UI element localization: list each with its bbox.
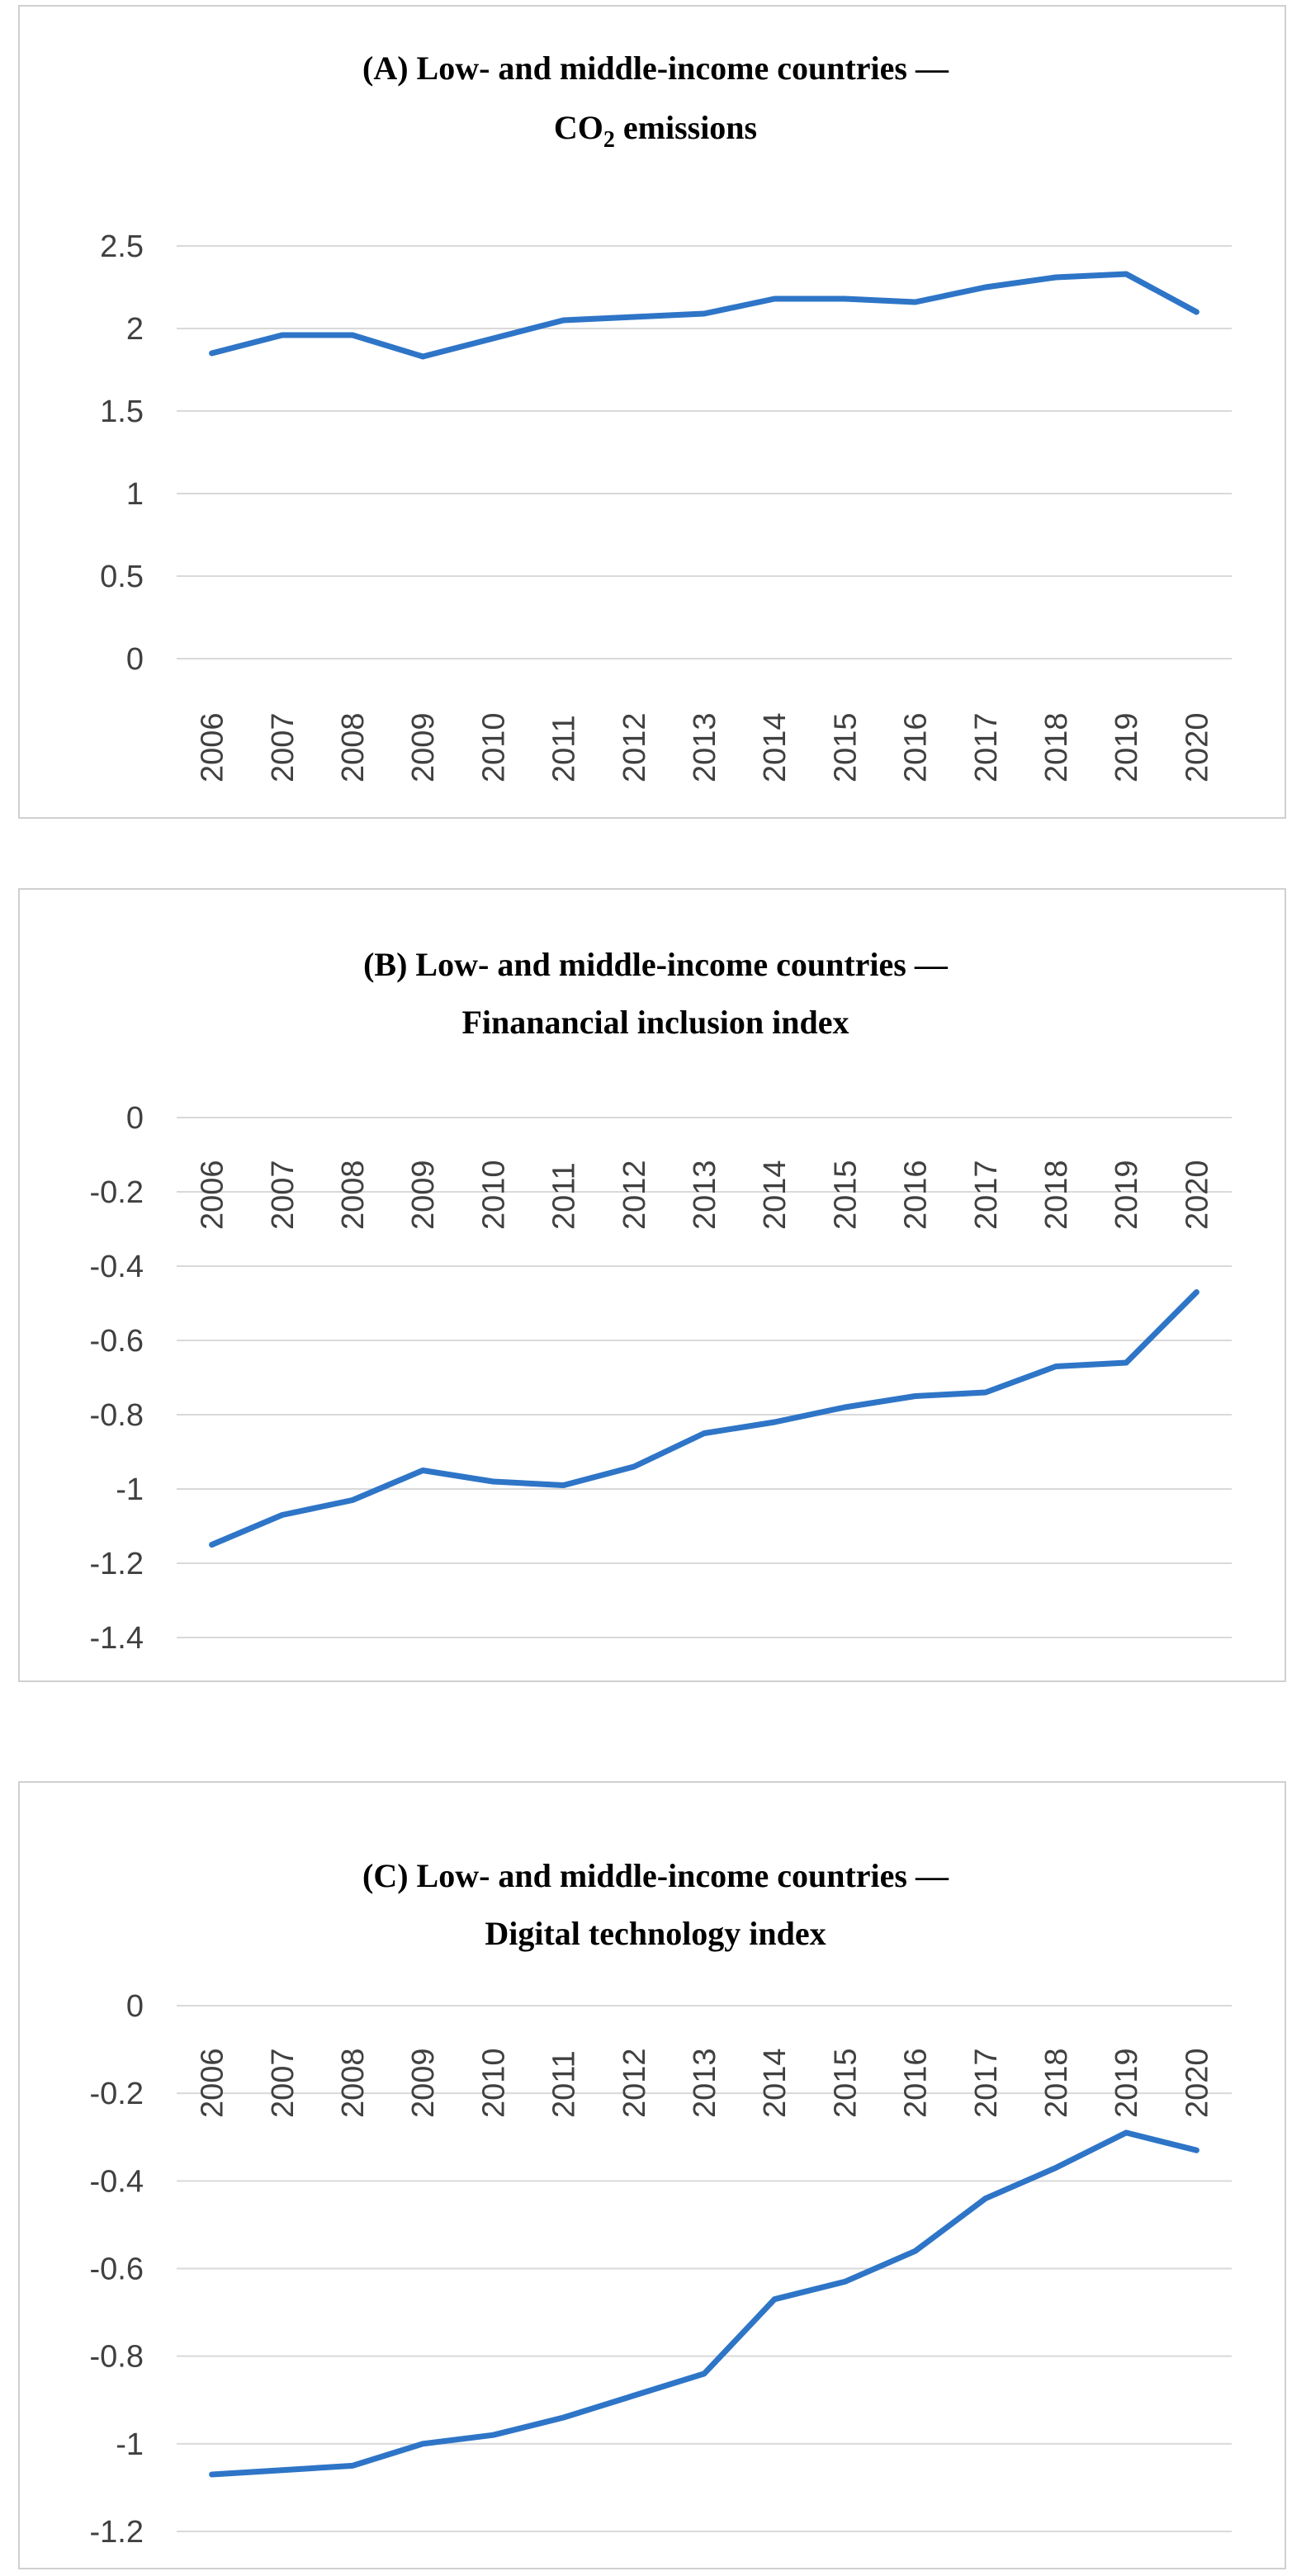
x-tick-label: 2011 (547, 1162, 582, 1230)
chart-title-line-1: (A) Low- and middle-income countries — (362, 50, 949, 87)
x-tick-label: 2018 (1039, 2048, 1074, 2118)
x-tick-label: 2010 (476, 2048, 511, 2118)
x-tick-label: 2008 (336, 712, 371, 782)
x-tick-label: 2014 (758, 712, 793, 782)
x-tick-label: 2009 (406, 712, 441, 782)
x-tick-label: 2007 (266, 712, 300, 782)
x-tick-label: 2016 (899, 712, 934, 782)
y-tick-label: -0.4 (90, 1250, 144, 1284)
y-tick-label: 0 (126, 642, 144, 677)
y-tick-label: 0.5 (100, 560, 144, 594)
y-tick-label: -0.6 (90, 2252, 144, 2287)
y-tick-label: 0 (126, 1101, 144, 1136)
x-tick-label: 2011 (547, 715, 582, 782)
x-tick-label: 2019 (1110, 1160, 1144, 1230)
y-tick-label: -0.2 (90, 1175, 144, 1210)
x-tick-label: 2006 (196, 712, 230, 782)
x-tick-label: 2020 (1180, 712, 1214, 782)
x-tick-label: 2006 (196, 2048, 230, 2118)
x-tick-label: 2008 (336, 1160, 371, 1230)
series-line (209, 1289, 1200, 1548)
financial-inclusion-chart: (B) Low- and middle-income countries — F… (90, 946, 1232, 1656)
y-tick-label: -1.2 (90, 2515, 144, 2550)
x-tick-label: 2007 (266, 1160, 300, 1230)
x-tick-label: 2009 (406, 2048, 441, 2118)
title-subscript: 2 (603, 127, 615, 153)
x-tick-label: 2009 (406, 1160, 441, 1230)
x-tick-label: 2020 (1180, 2048, 1214, 2118)
title-co: CO (554, 109, 603, 146)
x-tick-label: 2011 (547, 2050, 582, 2118)
y-tick-label: 0 (126, 1989, 144, 2024)
x-tick-label: 2018 (1039, 712, 1074, 782)
x-tick-label: 2016 (899, 1160, 934, 1230)
x-tick-label: 2018 (1039, 1160, 1074, 1230)
y-tick-label: -0.2 (90, 2077, 144, 2111)
chart-panel-digital-technology: (C) Low- and middle-income countries — D… (18, 1781, 1286, 2569)
y-tick-label: -1 (116, 2427, 144, 2462)
x-tick-label: 2014 (758, 1160, 793, 1230)
chart-title-line-2: Digital technology index (485, 1915, 826, 1952)
y-tick-label: 1.5 (100, 395, 144, 429)
x-tick-label: 2013 (688, 1160, 722, 1230)
x-tick-label: 2017 (969, 1160, 1004, 1230)
x-tick-label: 2010 (476, 712, 511, 782)
y-tick-label: -0.8 (90, 2340, 144, 2375)
chart-panel-co2: (A) Low- and middle-income countries — C… (18, 5, 1286, 819)
x-tick-label: 2012 (618, 2048, 652, 2118)
co2-chart: (A) Low- and middle-income countries — C… (100, 50, 1232, 782)
x-tick-label: 2013 (688, 2048, 722, 2118)
x-tick-label: 2017 (969, 712, 1004, 782)
y-tick-label: -0.6 (90, 1324, 144, 1359)
chart-title-line-1: (B) Low- and middle-income countries — (363, 946, 949, 983)
x-tick-label: 2015 (828, 1160, 863, 1230)
chart-panel-financial-inclusion: (B) Low- and middle-income countries — F… (18, 888, 1286, 1682)
y-tick-label: -1 (116, 1472, 144, 1507)
x-tick-label: 2019 (1110, 712, 1144, 782)
digital-technology-chart: (C) Low- and middle-income countries — D… (90, 1857, 1232, 2550)
x-tick-label: 2008 (336, 2048, 371, 2118)
chart-title-line-2: CO2 emissions (554, 109, 757, 153)
x-tick-label: 2016 (899, 2048, 934, 2118)
x-tick-label: 2019 (1110, 2048, 1144, 2118)
y-tick-label: -0.8 (90, 1398, 144, 1433)
y-tick-label: -0.4 (90, 2164, 144, 2199)
y-tick-label: -1.4 (90, 1621, 144, 1656)
series-line (209, 2129, 1200, 2478)
series-line (209, 271, 1200, 360)
x-tick-label: 2020 (1180, 1160, 1214, 1230)
x-tick-label: 2006 (196, 1160, 230, 1230)
x-tick-label: 2015 (828, 712, 863, 782)
x-tick-label: 2007 (266, 2048, 300, 2118)
x-tick-label: 2015 (828, 2048, 863, 2118)
y-tick-label: 1 (126, 477, 144, 512)
x-tick-label: 2012 (618, 712, 652, 782)
chart-title-line-2: Finanancial inclusion index (461, 1004, 849, 1041)
x-tick-label: 2013 (688, 712, 722, 782)
y-tick-label: 2.5 (100, 229, 144, 264)
x-tick-label: 2012 (618, 1160, 652, 1230)
title-emissions: emissions (615, 109, 757, 146)
x-tick-label: 2010 (476, 1160, 511, 1230)
x-tick-label: 2014 (758, 2048, 793, 2118)
y-tick-label: 2 (126, 312, 144, 347)
x-tick-label: 2017 (969, 2048, 1004, 2118)
y-tick-label: -1.2 (90, 1547, 144, 1581)
chart-title-line-1: (C) Low- and middle-income countries — (362, 1857, 949, 1894)
